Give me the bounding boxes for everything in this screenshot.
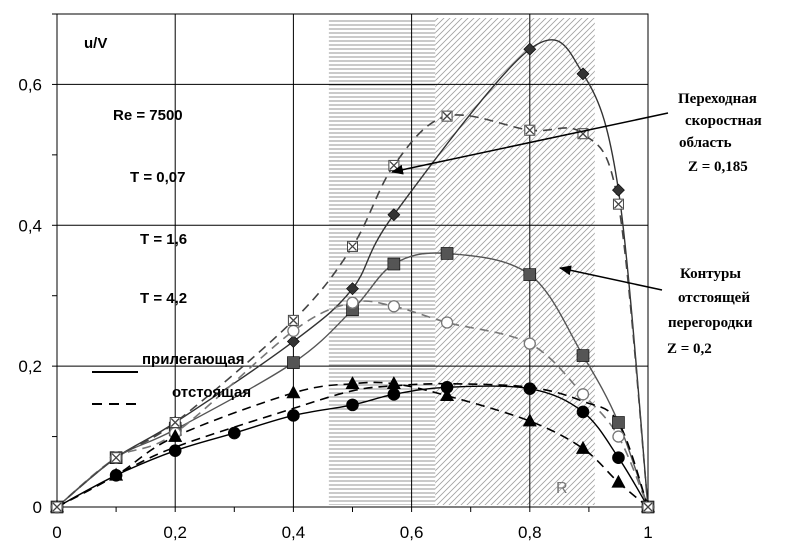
series-6-point xyxy=(442,111,452,121)
series-2-point xyxy=(523,268,537,281)
series-2-point xyxy=(440,247,454,260)
tick-labels: 0 0,2 0,4 0,6 0,8 1 0 0,2 0,4 0,6 xyxy=(18,75,652,542)
series-6-point xyxy=(613,199,623,209)
series-4-line xyxy=(56,300,649,508)
t-label-3: T = 4,2 xyxy=(140,290,187,307)
series-6-point xyxy=(170,418,180,427)
series-markers xyxy=(49,42,656,514)
annotation-upper-line-4: Z = 0,185 xyxy=(688,159,748,175)
annotation-lower-line-2: отстоящей xyxy=(678,290,750,306)
series-1-point xyxy=(576,67,590,81)
x-tick-label: 0,6 xyxy=(400,523,424,542)
series-5-point xyxy=(386,376,401,390)
series-6-point xyxy=(643,502,653,512)
series-3-point xyxy=(287,409,300,422)
t-label-1: T = 0,07 xyxy=(130,169,185,186)
annotation-lower-line-1: Контуры xyxy=(680,266,741,282)
series-1-point xyxy=(387,208,401,222)
series-5-point xyxy=(345,376,360,390)
annotation-lower-arrow xyxy=(559,265,663,291)
series-4-point xyxy=(387,300,401,313)
series-3-point xyxy=(387,388,401,401)
series-1-point xyxy=(523,42,537,56)
series-5-point xyxy=(440,388,455,402)
series-4-point xyxy=(346,296,359,309)
series-6-point xyxy=(348,241,357,251)
series-4-point xyxy=(612,430,625,443)
x-tick-label: 0,4 xyxy=(282,523,306,542)
series-4-point xyxy=(523,337,536,350)
legend-solid-label: прилегающая xyxy=(142,351,244,368)
region-2 xyxy=(435,18,595,505)
legend: прилегающая отстоящая xyxy=(92,351,251,405)
series-1-point xyxy=(346,282,359,296)
series-6-point xyxy=(525,125,535,135)
series-2-point xyxy=(387,257,401,271)
series-6-point xyxy=(52,502,62,512)
x-tick-label: 0,8 xyxy=(518,523,542,542)
x-tick-label: 0,2 xyxy=(163,523,187,542)
series-4-point xyxy=(287,324,300,338)
annotation-upper-line-2: скоростная xyxy=(685,113,762,129)
y-tick-label: 0 xyxy=(33,498,42,517)
series-5-point xyxy=(522,413,537,427)
series-2-point xyxy=(576,349,590,362)
series-5-point xyxy=(286,385,301,399)
annotation-transition-region: Переходная скоростная область Z = 0,185 xyxy=(391,91,762,175)
series-3-point xyxy=(346,398,359,412)
annotation-lower-line-3: перегородки xyxy=(668,315,753,331)
y-tick-label: 0,6 xyxy=(18,75,42,94)
annotation-lower-line-4: Z = 0,2 xyxy=(667,341,712,357)
series-4-point xyxy=(576,388,590,401)
series-5-point xyxy=(109,467,124,481)
legend-dashed-label: отстоящая xyxy=(172,384,251,401)
annotation-upper-line-3: область xyxy=(679,135,732,151)
series-3-point xyxy=(612,451,625,465)
series-2-point xyxy=(612,416,625,429)
annotation-baffle-contours: Контуры отстоящей перегородки Z = 0,2 xyxy=(559,265,753,357)
region-1 xyxy=(328,18,436,505)
y-tick-label: 0,2 xyxy=(18,357,42,376)
x-tick-label: 0 xyxy=(52,523,61,542)
hatched-regions xyxy=(328,18,595,505)
series-1-point xyxy=(286,335,300,348)
x-tick-label: 1 xyxy=(643,523,652,542)
series-5-point xyxy=(611,474,626,488)
t-label-2: T = 1,6 xyxy=(140,231,187,248)
series-6-point xyxy=(288,315,298,325)
series-3-point xyxy=(228,426,241,440)
series-3-point xyxy=(523,382,537,395)
series-3-point xyxy=(576,405,590,419)
y-tick-label: 0,4 xyxy=(18,216,42,235)
region-r-label: R xyxy=(556,480,568,497)
series-4-point xyxy=(440,316,454,329)
series-5-point xyxy=(575,440,590,454)
series-1-point xyxy=(612,183,625,197)
series-5-point xyxy=(168,428,183,442)
annotation-upper-line-1: Переходная xyxy=(678,91,757,107)
annotation-upper-arrow xyxy=(391,112,669,175)
series-3-point xyxy=(168,444,182,457)
series-6-point xyxy=(111,453,121,463)
grid xyxy=(52,13,649,512)
re-label: Re = 7500 xyxy=(113,107,183,124)
y-axis-label: u/V xyxy=(84,35,107,52)
series-2-point xyxy=(287,356,300,369)
